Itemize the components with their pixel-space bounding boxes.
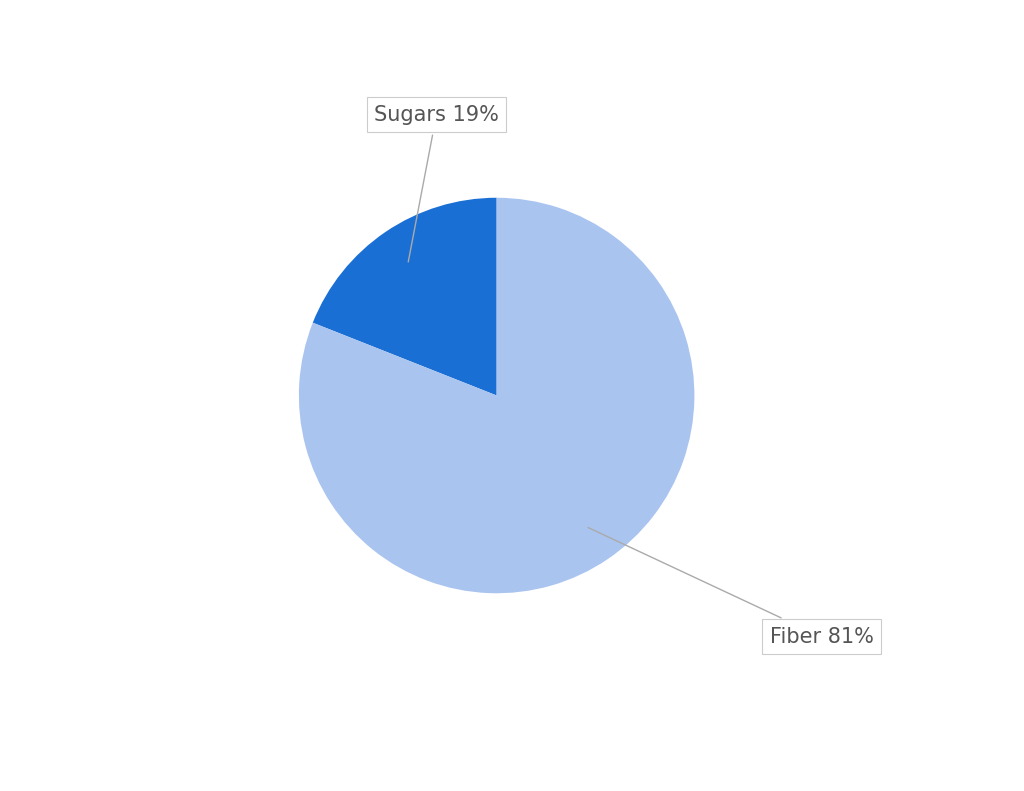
- Wedge shape: [299, 198, 694, 593]
- Text: Sugars 19%: Sugars 19%: [374, 104, 499, 262]
- Text: Fiber 81%: Fiber 81%: [588, 528, 873, 647]
- Wedge shape: [312, 198, 497, 396]
